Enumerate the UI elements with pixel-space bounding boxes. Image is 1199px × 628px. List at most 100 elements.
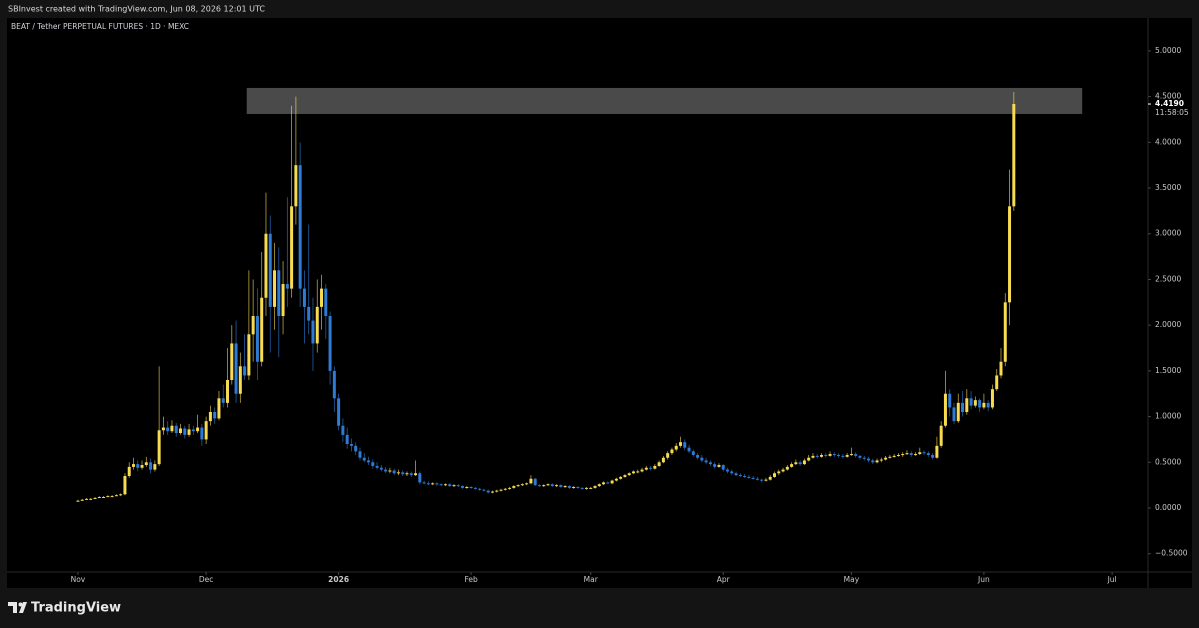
candle-body bbox=[234, 343, 238, 394]
candle-body bbox=[922, 452, 926, 454]
y-tick-label: 5.0000 bbox=[1155, 46, 1181, 55]
candle-body bbox=[661, 457, 665, 463]
candle-body bbox=[196, 427, 200, 432]
candle-body bbox=[405, 473, 409, 475]
candle-body bbox=[1003, 302, 1007, 362]
candle-body bbox=[734, 473, 738, 476]
candle-body bbox=[700, 457, 704, 461]
candle-body bbox=[597, 484, 601, 487]
candle-body bbox=[760, 479, 764, 481]
last-price-label: 4.4190 bbox=[1155, 99, 1184, 108]
candle-body bbox=[89, 498, 93, 500]
candle-body bbox=[978, 400, 982, 408]
candle-body bbox=[807, 457, 811, 461]
candle-body bbox=[512, 486, 516, 488]
candle-body bbox=[815, 455, 819, 457]
candle-body bbox=[409, 473, 413, 476]
candle-body bbox=[820, 454, 824, 457]
y-tick-label: 1.0000 bbox=[1155, 412, 1181, 421]
candle-body bbox=[230, 343, 234, 381]
candle-body bbox=[221, 398, 225, 403]
candle-body bbox=[102, 497, 106, 499]
candle-body bbox=[973, 400, 977, 406]
candle-body bbox=[794, 462, 798, 465]
y-tick-label: −0.5000 bbox=[1155, 549, 1188, 558]
candle-body bbox=[726, 469, 729, 472]
candle-body bbox=[614, 478, 618, 481]
candle-body bbox=[1008, 206, 1012, 303]
candle-body bbox=[790, 464, 794, 467]
candle-body bbox=[290, 206, 294, 289]
candle-body bbox=[956, 402, 960, 422]
candle-body bbox=[294, 165, 298, 207]
candle-body bbox=[768, 476, 772, 480]
footer-brand: TradingView bbox=[31, 601, 121, 616]
candle-body bbox=[982, 402, 986, 408]
candle-body bbox=[828, 454, 832, 456]
candle-body bbox=[401, 472, 405, 475]
candle-body bbox=[952, 407, 956, 422]
candle-body bbox=[465, 486, 469, 488]
price-zone bbox=[246, 87, 1083, 114]
candle-body bbox=[426, 483, 430, 485]
candle-body bbox=[208, 412, 212, 422]
candle-body bbox=[773, 473, 776, 477]
candle-body bbox=[76, 500, 80, 502]
candle-body bbox=[469, 486, 473, 488]
candle-body bbox=[106, 496, 110, 498]
candle-body bbox=[862, 457, 866, 459]
countdown: 11:58:05 bbox=[1155, 108, 1189, 117]
candle-body bbox=[174, 425, 178, 434]
candle-body bbox=[845, 454, 849, 457]
candle-body bbox=[935, 445, 939, 458]
candle-body bbox=[255, 316, 259, 362]
candle-body bbox=[653, 465, 657, 469]
x-tick-label: May bbox=[844, 575, 860, 584]
candle-body bbox=[969, 398, 973, 406]
candle-body bbox=[461, 486, 465, 488]
y-tick-label: 4.0000 bbox=[1155, 137, 1181, 146]
candle-body bbox=[986, 402, 990, 408]
candle-body bbox=[580, 487, 584, 489]
candle-body bbox=[854, 454, 858, 456]
candle-body bbox=[644, 467, 648, 470]
candle-body bbox=[251, 316, 255, 335]
candle-body bbox=[674, 445, 678, 450]
candles bbox=[76, 92, 1016, 502]
candle-body bbox=[302, 288, 306, 307]
candle-body bbox=[375, 465, 379, 468]
candle-body bbox=[285, 284, 289, 289]
candle-body bbox=[747, 476, 751, 478]
candle-body bbox=[627, 473, 631, 476]
candle-body bbox=[435, 483, 439, 485]
candle-body bbox=[384, 469, 388, 472]
candle-body bbox=[243, 366, 247, 376]
candle-body bbox=[943, 393, 947, 426]
candle-body bbox=[546, 484, 550, 486]
candle-body bbox=[636, 471, 640, 473]
candle-body bbox=[320, 288, 324, 307]
candle-body bbox=[896, 454, 900, 456]
candle-body bbox=[379, 467, 383, 470]
candle-body bbox=[657, 462, 661, 466]
candle-body bbox=[140, 465, 144, 468]
candle-body bbox=[298, 165, 302, 289]
candle-body bbox=[204, 421, 208, 440]
candle-body bbox=[499, 489, 503, 491]
candle-body bbox=[473, 487, 477, 489]
tradingview-logo bbox=[8, 602, 27, 613]
candle-body bbox=[166, 427, 170, 432]
candle-body bbox=[371, 462, 375, 466]
candle-body bbox=[418, 473, 422, 483]
candle-body bbox=[691, 451, 695, 455]
candle-body bbox=[439, 484, 443, 486]
candle-body bbox=[273, 270, 277, 307]
candle-body bbox=[264, 233, 268, 298]
candle-body bbox=[841, 455, 845, 457]
candle-body bbox=[431, 483, 435, 485]
candle-body bbox=[781, 469, 785, 472]
candle-body bbox=[914, 454, 918, 456]
candle-body bbox=[367, 460, 371, 463]
candle-body bbox=[606, 482, 610, 484]
candle-body bbox=[1012, 104, 1016, 207]
